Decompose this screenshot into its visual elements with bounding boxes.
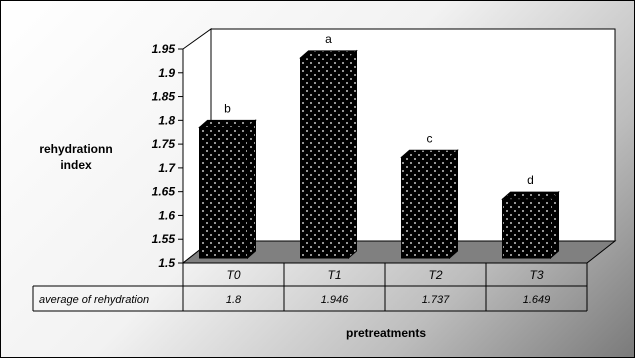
- bar-data-label: d: [527, 173, 534, 187]
- bar-side: [449, 149, 458, 260]
- x-axis-title: pretreatments: [346, 326, 426, 340]
- table-value: 1.737: [422, 294, 450, 306]
- bar-front: [199, 126, 248, 259]
- y-tick-label: 1.75: [152, 137, 176, 151]
- y-tick-label: 1.7: [158, 161, 176, 175]
- bar-data-label: c: [427, 131, 433, 145]
- y-axis-ticks: 1.5 1.55 1.6 1.65 1.7 1.75 1.8 1.85 1.9 1.95: [152, 42, 183, 270]
- bars-group: b a c d: [198, 32, 560, 260]
- y-tick-label: 1.6: [158, 208, 175, 222]
- table-value: 1.946: [321, 294, 349, 306]
- y-axis-title-line-2: index: [60, 158, 92, 172]
- bar-front: [401, 156, 450, 259]
- bar-side: [348, 49, 357, 260]
- bar-data-label: a: [325, 32, 332, 46]
- bar-top: [400, 149, 459, 158]
- y-tick-label: 1.8: [158, 113, 175, 127]
- y-tick-label: 1.65: [152, 185, 176, 199]
- category-label: T2: [428, 268, 442, 282]
- bar-top: [198, 119, 257, 128]
- category-label: T3: [529, 268, 543, 282]
- table-value: 1.8: [226, 294, 242, 306]
- bar-T0: b: [198, 101, 257, 260]
- bar-T2: c: [400, 131, 459, 260]
- bar-T3: d: [501, 173, 560, 260]
- y-axis-title-line-1: rehydrationn: [39, 142, 112, 156]
- bar-T1: a: [299, 32, 358, 260]
- category-label: T0: [226, 268, 240, 282]
- category-label: T1: [327, 268, 341, 282]
- y-tick-label: 1.95: [152, 42, 176, 56]
- y-tick-label: 1.55: [152, 232, 176, 246]
- bar-side: [247, 119, 256, 260]
- table-row-label: average of rehydration: [39, 294, 149, 306]
- y-tick-label: 1.5: [158, 256, 175, 270]
- y-tick-label: 1.9: [158, 66, 175, 80]
- bar-top: [501, 191, 560, 200]
- bar-data-label: b: [224, 101, 231, 115]
- bar-front: [502, 198, 551, 259]
- bar-side: [550, 191, 559, 260]
- y-tick-label: 1.85: [152, 90, 176, 104]
- data-table: T0 1.8 T1 1.946 T2 1.737 T3 1.649 average of reh…: [32, 262, 588, 312]
- bar-top: [299, 50, 358, 59]
- table-value: 1.649: [523, 294, 551, 306]
- bar-front: [300, 57, 349, 259]
